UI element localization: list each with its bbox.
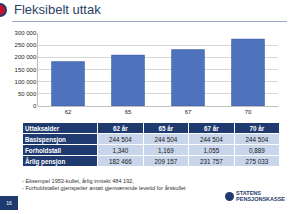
html-text:209 157: 209 157 — [154, 157, 178, 165]
svg-text:300 000: 300 000 — [15, 30, 37, 36]
html-text:0,889: 0,889 — [248, 146, 265, 154]
svg-text:50 000: 50 000 — [18, 91, 37, 97]
html-text:Basispensjon: Basispensjon — [25, 135, 66, 143]
html-text:1,055: 1,055 — [203, 146, 220, 154]
html-text:Forholdstall: Forholdstall — [25, 146, 61, 154]
html-text:16: 16 — [6, 200, 12, 206]
svg-text:250 000: 250 000 — [15, 42, 37, 48]
html-text:- Eksempel 1953-kullet, årlig: - Eksempel 1953-kullet, årlig inntekt 48… — [22, 178, 134, 184]
svg-text:200 000: 200 000 — [15, 54, 37, 60]
html-text:244 504: 244 504 — [199, 135, 223, 143]
html-text:1,169: 1,169 — [158, 146, 174, 154]
html-text:65 år: 65 år — [158, 124, 174, 132]
html-text:Uttaksalder: Uttaksalder — [25, 124, 60, 132]
svg-text:65: 65 — [125, 109, 132, 115]
svg-text:67: 67 — [185, 109, 192, 115]
html-text:231 757: 231 757 — [199, 157, 223, 165]
svg-text:70: 70 — [245, 109, 252, 115]
html-text:244 504: 244 504 — [109, 135, 132, 143]
html-text:275 033: 275 033 — [245, 157, 269, 165]
html-text:- Forholdstallet gjenspeiler a: - Forholdstallet gjenspeiler antatt gjen… — [22, 185, 186, 191]
html-text:STATENS: STATENS — [236, 190, 261, 196]
html-text:1,340: 1,340 — [112, 146, 129, 154]
html-text:PENSJONSKASSE: PENSJONSKASSE — [236, 196, 285, 202]
html-text:Årlig pensjon: Årlig pensjon — [25, 157, 66, 165]
html-text:Fleksibelt uttak: Fleksibelt uttak — [14, 2, 101, 17]
html-text:244 504: 244 504 — [154, 135, 178, 143]
svg-text:150 000: 150 000 — [15, 67, 37, 73]
svg-text:100 000: 100 000 — [15, 79, 37, 85]
html-text:67 år: 67 år — [203, 124, 219, 132]
html-text:62 år: 62 år — [113, 124, 128, 132]
svg-text:0: 0 — [33, 103, 37, 109]
html-text:182 466: 182 466 — [109, 157, 132, 165]
html-text:70 år: 70 år — [249, 124, 265, 132]
svg-text:62: 62 — [65, 109, 72, 115]
html-text:244 504: 244 504 — [245, 135, 269, 143]
